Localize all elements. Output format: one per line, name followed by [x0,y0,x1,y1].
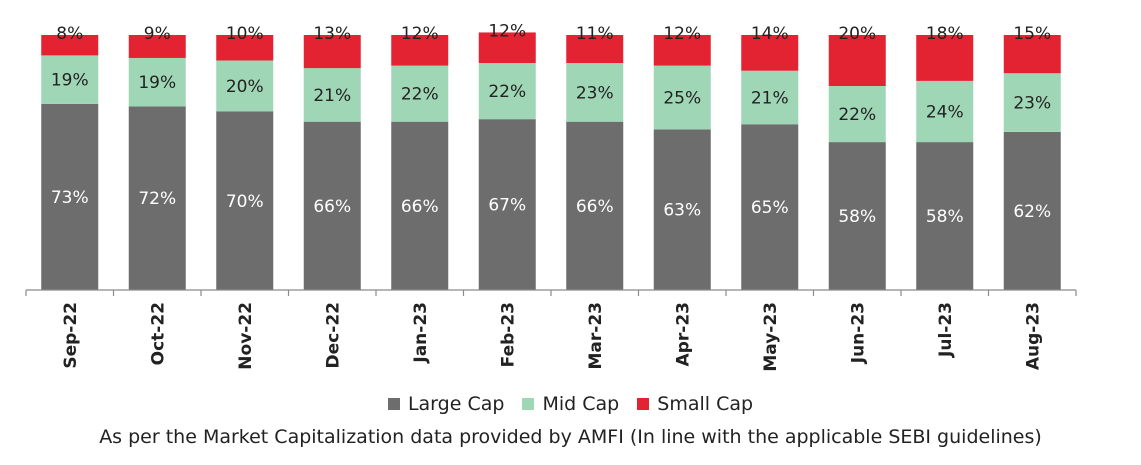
legend-label-small-cap: Small Cap [657,393,754,415]
data-label-large-cap-nov-22: 70% [226,192,264,212]
bar-mid-cap-sep-22 [41,55,99,104]
data-label-mid-cap-aug-23: 23% [1013,94,1051,114]
x-tick-label-jan-23: Jan-23 [411,302,431,364]
legend-item-small-cap: Small Cap [637,393,753,415]
data-labels-layer: 73% 19% 8% 72% 19% 9% 70% 20% 10% 66% 21% 13% 66% 22%… [51,21,1051,227]
bar-mid-cap-dec-22 [303,68,361,122]
bar-small-cap-mar-23 [566,35,624,64]
bar-large-cap-jul-23 [916,142,974,290]
data-label-large-cap-aug-23: 62% [1013,202,1051,222]
data-label-mid-cap-mar-23: 23% [576,83,614,103]
bar-large-cap-dec-22 [303,121,361,290]
x-tick-label-may-23: May-23 [761,302,781,372]
data-label-small-cap-jan-23: 12% [401,24,439,44]
data-label-small-cap-nov-22: 10% [226,24,264,44]
bar-large-cap-feb-23 [478,119,536,291]
bars-layer [41,32,1061,291]
data-label-small-cap-sep-22: 8% [56,24,83,44]
bar-mid-cap-aug-23 [1003,73,1061,132]
bar-small-cap-dec-22 [303,35,361,69]
footnote: As per the Market Capitalization data pr… [99,426,1042,448]
data-label-large-cap-jul-23: 58% [926,207,964,227]
legend-swatch-small-cap [637,398,650,410]
data-label-mid-cap-may-23: 21% [751,88,789,108]
bar-large-cap-jan-23 [391,121,449,290]
data-label-large-cap-may-23: 65% [751,198,789,218]
bar-large-cap-apr-23 [653,129,711,290]
data-label-mid-cap-jan-23: 22% [401,85,439,105]
bar-small-cap-aug-23 [1003,35,1061,74]
data-label-large-cap-sep-22: 73% [51,188,89,208]
legend-label-large-cap: Large Cap [407,393,505,415]
bar-mid-cap-nov-22 [216,60,274,112]
legend-label-mid-cap: Mid Cap [542,393,620,415]
bar-mid-cap-may-23 [741,70,799,125]
bar-small-cap-jun-23 [828,35,886,86]
x-tick-label-feb-23: Feb-23 [498,302,518,367]
bar-small-cap-jul-23 [916,35,974,81]
data-label-mid-cap-dec-22: 21% [313,86,351,106]
data-label-large-cap-jun-23: 58% [838,207,876,227]
data-label-small-cap-dec-22: 13% [313,24,351,44]
bar-mid-cap-oct-22 [128,57,186,107]
data-label-small-cap-feb-23: 12% [488,21,526,41]
data-label-large-cap-mar-23: 66% [576,197,614,217]
bar-mid-cap-jun-23 [828,86,886,143]
bar-large-cap-sep-22 [41,103,99,290]
data-label-mid-cap-feb-23: 22% [488,82,526,102]
bar-large-cap-aug-23 [1003,131,1061,290]
x-tick-label-nov-22: Nov-22 [236,302,256,370]
data-label-mid-cap-jul-23: 24% [926,103,964,123]
data-label-small-cap-mar-23: 11% [576,24,614,44]
legend: Large Cap Mid Cap Small Cap [0,393,1141,415]
legend-item-mid-cap: Mid Cap [522,393,619,415]
x-tick-label-oct-22: Oct-22 [148,302,168,365]
x-tick-label-apr-23: Apr-23 [673,302,693,366]
data-label-large-cap-jan-23: 66% [401,197,439,217]
bar-small-cap-feb-23 [478,32,536,64]
x-axis: Sep-22 Oct-22 Nov-22 Dec-22 Jan-23 Feb-23 Mar-… [25,289,1077,372]
data-label-large-cap-feb-23: 67% [488,196,526,216]
bar-mid-cap-feb-23 [478,63,536,120]
data-label-large-cap-oct-22: 72% [138,189,176,209]
bar-large-cap-mar-23 [566,121,624,290]
bar-small-cap-nov-22 [216,35,274,61]
bar-mid-cap-jan-23 [391,65,449,122]
data-label-small-cap-jul-23: 18% [926,24,964,44]
bar-large-cap-oct-22 [128,106,186,291]
data-label-large-cap-dec-22: 66% [313,197,351,217]
data-label-mid-cap-sep-22: 19% [51,71,89,91]
bar-small-cap-apr-23 [653,35,711,66]
bar-mid-cap-jul-23 [916,80,974,143]
bar-small-cap-jan-23 [391,35,449,66]
data-label-small-cap-aug-23: 15% [1013,24,1051,44]
data-label-small-cap-oct-22: 9% [144,24,171,44]
bar-large-cap-may-23 [741,124,799,290]
data-label-small-cap-apr-23: 12% [663,24,701,44]
bar-small-cap-sep-22 [41,35,99,56]
x-tick-label-sep-22: Sep-22 [61,302,81,369]
x-tick-label-dec-22: Dec-22 [323,302,343,368]
bar-small-cap-oct-22 [128,35,186,58]
x-tick-label-jul-23: Jul-23 [936,302,956,358]
legend-swatch-large-cap [387,398,400,410]
bar-large-cap-jun-23 [828,142,886,290]
bar-small-cap-may-23 [741,35,799,71]
data-label-large-cap-apr-23: 63% [663,201,701,221]
x-tick-label-mar-23: Mar-23 [586,302,606,370]
data-label-small-cap-jun-23: 20% [838,24,876,44]
data-label-small-cap-may-23: 14% [751,24,789,44]
bar-mid-cap-mar-23 [566,63,624,122]
stacked-bar-chart: 73% 19% 8% 72% 19% 9% 70% 20% 10% 66% 21% 13% 66% 22%… [25,21,1077,372]
legend-swatch-mid-cap [522,398,535,410]
x-tick-label-aug-23: Aug-23 [1023,302,1043,370]
data-label-mid-cap-nov-22: 20% [226,77,264,97]
data-label-mid-cap-jun-23: 22% [838,105,876,125]
x-tick-label-jun-23: Jun-23 [848,302,868,364]
bar-large-cap-nov-22 [216,111,274,290]
data-label-mid-cap-apr-23: 25% [663,88,701,108]
legend-item-large-cap: Large Cap [387,393,505,415]
data-label-mid-cap-oct-22: 19% [138,73,176,93]
bar-mid-cap-apr-23 [653,65,711,130]
